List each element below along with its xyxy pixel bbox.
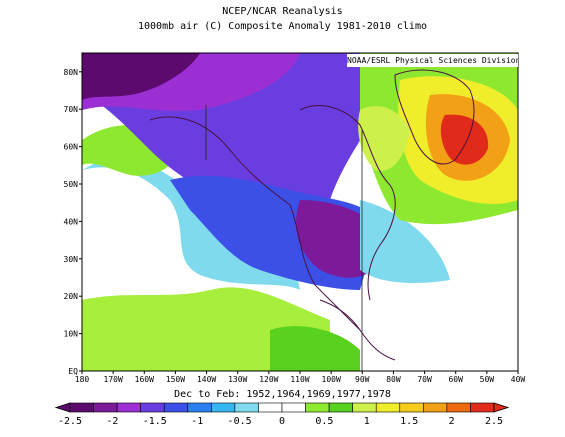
colorbar-cell (375, 402, 401, 413)
colorbar-arrow-left (54, 402, 71, 413)
chart-title: NCEP/NCAR Reanalysis (222, 6, 343, 17)
colorbar-label: -0.5 (228, 416, 252, 427)
colorbar-cell (399, 402, 424, 413)
colorbar-cell (258, 402, 283, 413)
lat-tick-label: 80N (64, 68, 79, 77)
lat-tick-label: 50N (64, 180, 79, 189)
lon-tick-label: 140W (197, 375, 216, 384)
colorbar-label: 0 (279, 416, 285, 427)
colorbar-cell (163, 402, 189, 413)
lon-tick-label: 160W (135, 375, 154, 384)
colorbar-label: -1 (191, 416, 203, 427)
lon-tick-label: 110W (290, 375, 309, 384)
colorbar-arrow-right (493, 402, 510, 413)
lat-tick-label: 20N (64, 292, 79, 301)
colorbar-cell (69, 402, 94, 413)
lon-tick-label: 170W (104, 375, 123, 384)
colorbar-label: 2 (449, 416, 455, 427)
chart-subtitle: 1000mb air (C) Composite Anomaly 1981-20… (138, 21, 427, 32)
lat-tick-label: 10N (64, 330, 79, 339)
colorbar-label: -1.5 (143, 416, 167, 427)
colorbar-cell (281, 402, 306, 413)
lon-tick-label: 70W (417, 375, 432, 384)
lat-tick-label: 60N (64, 143, 79, 152)
colorbar-cell (211, 402, 236, 413)
lon-tick-label: 90W (355, 375, 370, 384)
lon-tick-label: 130W (228, 375, 247, 384)
colorbar-cell (234, 402, 259, 413)
lon-tick-label: 120W (259, 375, 278, 384)
credit-label: NOAA/ESRL Physical Sciences Division (347, 54, 518, 67)
colorbar-label: 1 (364, 416, 370, 427)
anomaly-field (82, 53, 518, 371)
lon-tick-label: 80W (386, 375, 401, 384)
colorbar-label: 0.5 (315, 416, 333, 427)
lon-tick-label: 50W (480, 375, 495, 384)
lon-tick-label: 180 (75, 375, 90, 384)
colorbar-cell (187, 402, 212, 413)
colorbar-cell (352, 402, 377, 413)
lat-tick-label: 70N (64, 105, 79, 114)
colorbar-cell (423, 402, 448, 413)
colorbar-cell (446, 402, 471, 413)
colorbar-cell (328, 402, 353, 413)
colorbar-cell (116, 402, 141, 413)
lon-tick-label: 40W (511, 375, 526, 384)
lon-tick-label: 100W (322, 375, 341, 384)
map-caption: Dec to Feb: 1952,1964,1969,1977,1978 (174, 389, 391, 400)
lat-tick-label: EQ (68, 367, 78, 376)
colorbar-cell (140, 402, 165, 413)
colorbar-label: -2 (106, 416, 118, 427)
colorbar-label: -2.5 (58, 416, 82, 427)
colorbar-cell (93, 402, 118, 413)
colorbar-label: 1.5 (400, 416, 418, 427)
lon-tick-label: 60W (448, 375, 463, 384)
lat-tick-label: 40N (64, 217, 79, 226)
colorbar-cell (305, 402, 330, 413)
lon-tick-label: 150W (166, 375, 185, 384)
map-ticks: 180 170W 160W 150W 140W 130W 120W 110W 100W 90W 80… (64, 68, 526, 384)
colorbar-label: 2.5 (485, 416, 503, 427)
lat-tick-label: 30N (64, 255, 79, 264)
colorbar-cell (470, 402, 495, 413)
